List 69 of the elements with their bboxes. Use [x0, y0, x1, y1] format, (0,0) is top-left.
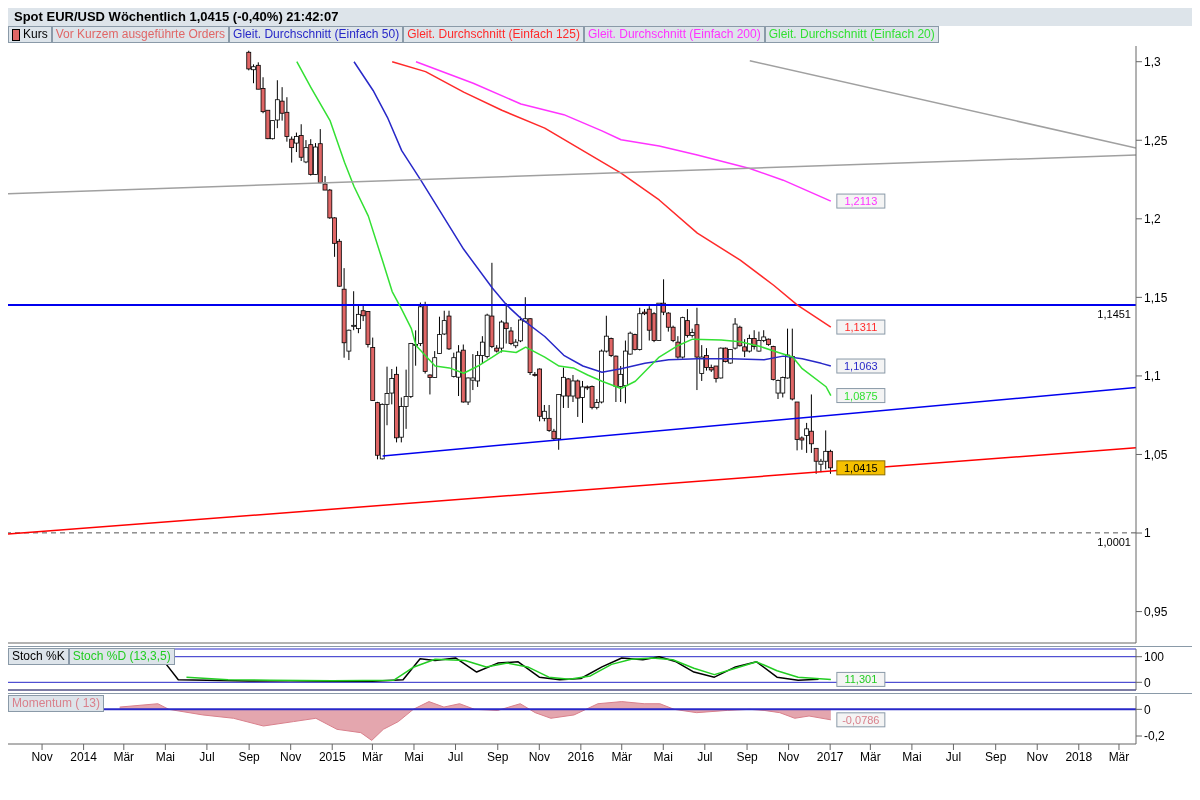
line-series	[296, 60, 832, 397]
x-tick-label: Mai	[155, 749, 176, 764]
y-tick-label: 1,2	[1144, 212, 1162, 227]
x-tick-label: Jul	[447, 749, 464, 764]
y-tick-label: 0	[1144, 675, 1151, 690]
y-tick-label: 0	[1144, 702, 1151, 717]
y-tick-label: 1,1	[1144, 369, 1162, 384]
text: Gleit. Durchschnitt (Einfach 200)	[583, 26, 765, 43]
x-tick-label: 2015	[318, 749, 346, 764]
x-tick-label: 2017	[816, 749, 844, 764]
x-tick-label: Nov	[528, 749, 550, 764]
text: Gleit. Durchschnitt (Einfach 20)	[764, 26, 939, 43]
x-tick-label: Mai	[902, 749, 922, 764]
candlestick	[298, 123, 304, 162]
x-tick-label: Nov	[280, 749, 302, 764]
annotation: 1,1063	[844, 360, 878, 373]
ref-line-label: 1,1451	[1097, 307, 1131, 320]
candlestick	[351, 290, 357, 331]
x-tick-label: Nov	[31, 749, 53, 764]
candlestick	[808, 393, 814, 454]
text: Stoch %K	[8, 648, 69, 665]
text: Gleit. Durchschnitt (Einfach 50)	[229, 26, 404, 43]
x-tick-label: Mai	[404, 749, 424, 764]
x-tick-label: Sep	[736, 749, 759, 764]
x-tick-label: Sep	[985, 749, 1007, 764]
annotation: 1,2113	[844, 195, 878, 208]
legend-label: Kurs	[8, 26, 52, 43]
annotation: 1,0875	[844, 389, 878, 402]
y-tick-label: 1,25	[1144, 133, 1168, 148]
text: Gleit. Durchschnitt (Einfach 125)	[403, 26, 584, 43]
x-tick-label: Jul	[945, 749, 962, 764]
x-tick-label: Mär	[362, 749, 383, 764]
x-tick-label: Jul	[199, 749, 215, 764]
y-tick-label: 1,15	[1144, 290, 1168, 305]
line-series	[353, 60, 832, 374]
line-series	[391, 60, 832, 328]
y-tick-label: 100	[1144, 649, 1165, 664]
series-label: Momentum ( 13)	[8, 695, 105, 712]
x-tick-label: Nov	[1026, 749, 1048, 764]
y-tick-label: 1,05	[1144, 447, 1168, 462]
y-tick-label: 0,95	[1144, 604, 1168, 619]
chart-title: Spot EUR/USD Wöchentlich 1,0415 (-0,40%) 21:42:07	[8, 8, 1192, 26]
x-tick-label: Mär	[1108, 749, 1130, 764]
ref-line-label: 1,0001	[1097, 535, 1131, 548]
x-tick-label: Jul	[697, 749, 713, 764]
x-tick-label: 2018	[1065, 749, 1093, 764]
x-tick-label: Mär	[113, 749, 135, 764]
annotation: 11,301	[844, 673, 878, 686]
annotation: 1,0415	[844, 461, 878, 474]
line-series	[415, 60, 832, 202]
candlestick	[570, 374, 576, 403]
x-tick-label: Mai	[653, 749, 673, 764]
annotation: -0,0786	[842, 713, 880, 726]
x-tick-label: Sep	[487, 749, 509, 764]
x-tick-label: Sep	[238, 749, 261, 764]
x-tick-label: 2014	[70, 749, 98, 764]
annotation: 1,1311	[844, 321, 878, 334]
candlestick	[565, 377, 571, 409]
series-label: Stoch %D (13,3,5)	[68, 648, 175, 665]
y-tick-label: 1	[1144, 526, 1151, 541]
x-tick-label: Mär	[611, 749, 633, 764]
y-tick-label: -0,2	[1144, 729, 1165, 744]
candlestick	[437, 316, 442, 355]
x-tick-label: Mär	[860, 749, 881, 764]
text: Vor Kurzem ausgeführte Orders	[51, 26, 230, 43]
x-tick-label: 2016	[567, 749, 595, 764]
x-tick-label: Nov	[777, 749, 800, 764]
candlestick	[804, 422, 810, 454]
y-tick-label: 1,3	[1144, 54, 1162, 69]
